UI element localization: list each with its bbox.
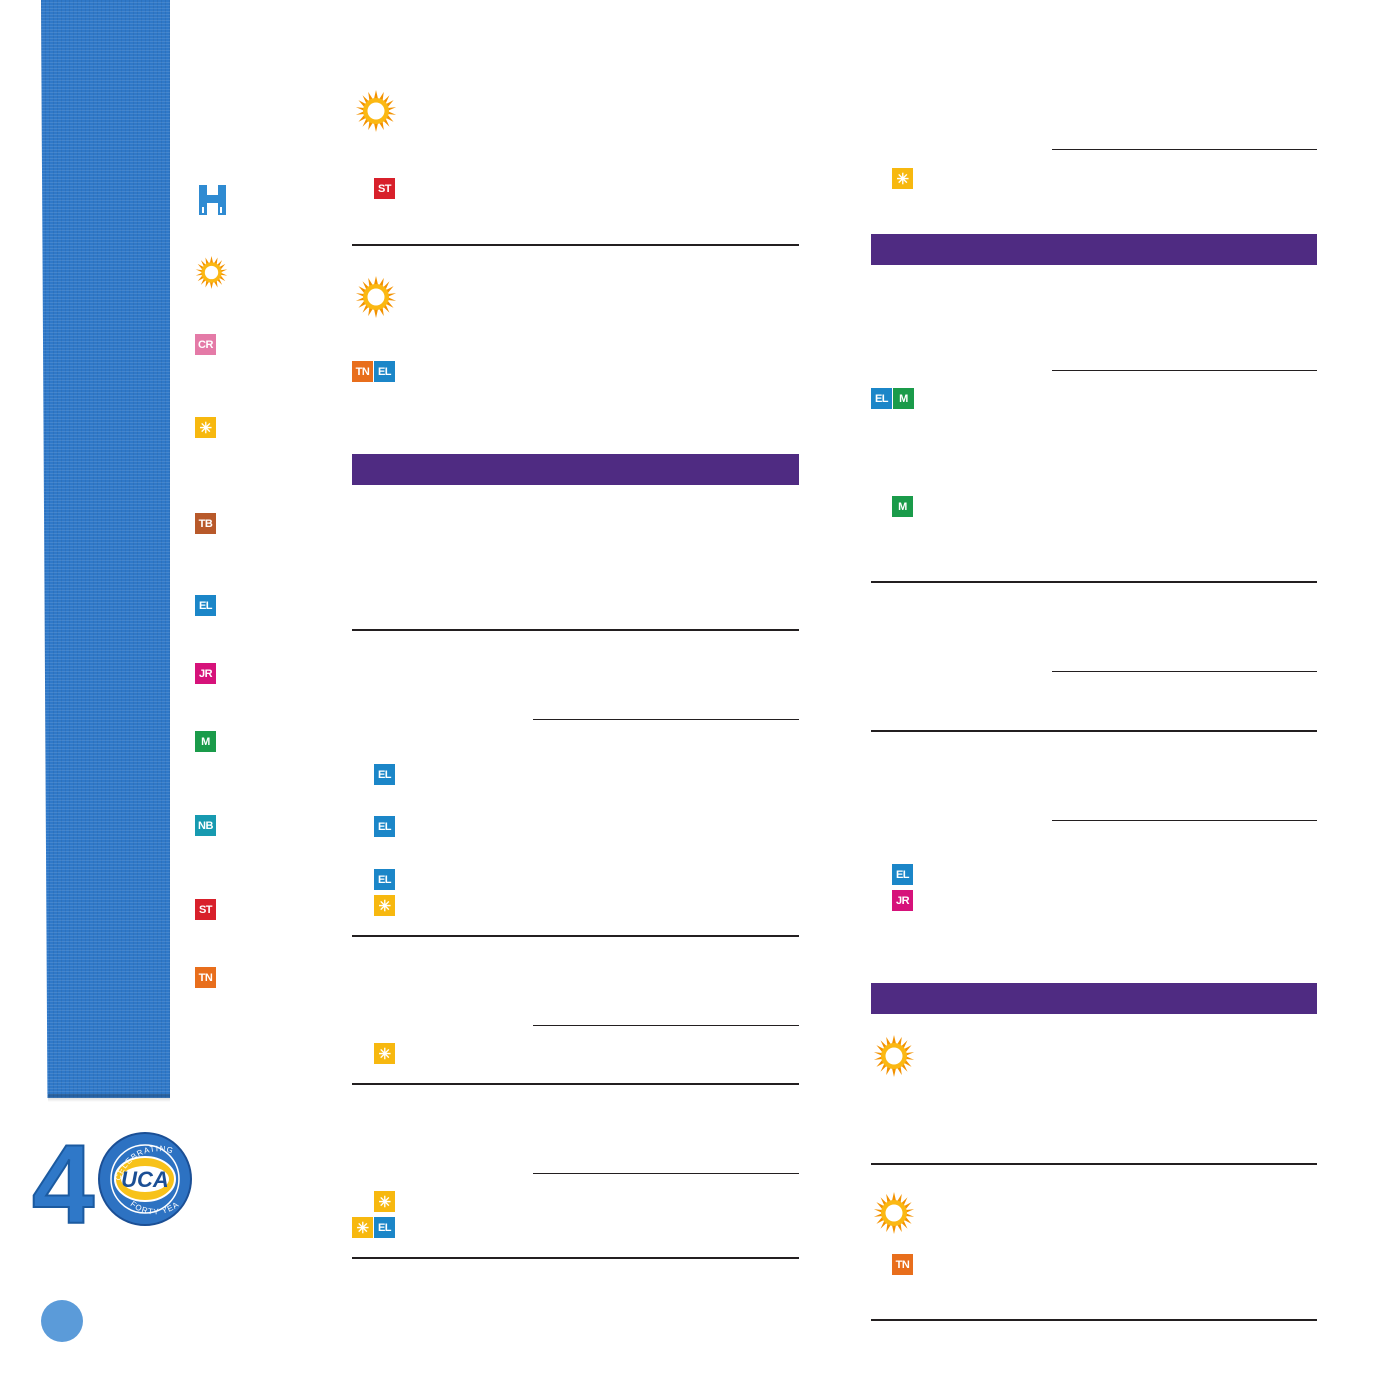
logo-four: 4 — [32, 1125, 94, 1230]
hotel-h-icon — [199, 185, 226, 215]
divider-rule — [352, 629, 799, 631]
uca-40-years-logo: 4 UCA CELEBRATING FORTY YEARS — [29, 1118, 192, 1248]
badge-star-icon: ✳ — [374, 1191, 395, 1212]
badge-el: EL — [374, 361, 395, 382]
sun-icon — [873, 1035, 915, 1077]
divider-rule — [352, 244, 799, 246]
badge-star-icon: ✳ — [374, 895, 395, 916]
badge-jr: JR — [892, 890, 913, 911]
badge-star-icon: ✳ — [892, 168, 913, 189]
sun-icon — [355, 90, 397, 132]
badge-el: EL — [374, 816, 395, 837]
badge-el: EL — [871, 388, 892, 409]
badge-el: EL — [374, 764, 395, 785]
divider-rule — [871, 581, 1317, 583]
badge-tn: TN — [892, 1254, 913, 1275]
divider-rule — [352, 935, 799, 937]
badge-st: ST — [195, 899, 216, 920]
badge-el: EL — [374, 1217, 395, 1238]
divider-rule — [871, 1319, 1317, 1321]
badge-cr: CR — [195, 334, 216, 355]
page-number-dot — [41, 1300, 83, 1342]
section-header-bar — [871, 234, 1317, 265]
sun-icon — [873, 1192, 915, 1234]
divider-rule-short — [1052, 149, 1317, 150]
divider-rule — [352, 1083, 799, 1085]
badge-star-icon: ✳ — [195, 417, 216, 438]
divider-rule-short — [1052, 370, 1317, 371]
divider-rule-short — [533, 719, 799, 720]
badge-tb: TB — [195, 513, 216, 534]
badge-el: EL — [374, 869, 395, 890]
section-header-bar — [352, 454, 799, 485]
badge-m: M — [195, 731, 216, 752]
badge-star-icon: ✳ — [352, 1217, 373, 1238]
badge-el: EL — [892, 864, 913, 885]
divider-rule-short — [1052, 671, 1317, 672]
badge-jr: JR — [195, 663, 216, 684]
badge-nb: NB — [195, 815, 216, 836]
divider-rule-short — [533, 1173, 799, 1174]
logo-uca: UCA — [121, 1167, 169, 1192]
badge-tn: TN — [352, 361, 373, 382]
sun-icon — [195, 256, 228, 289]
divider-rule — [871, 730, 1317, 732]
badge-star-icon: ✳ — [374, 1043, 395, 1064]
badge-el: EL — [195, 595, 216, 616]
divider-rule-short — [1052, 820, 1317, 821]
decorative-ribbon — [41, 0, 170, 1098]
ribbon-shadow — [48, 1094, 170, 1102]
divider-rule — [871, 1163, 1317, 1165]
section-header-bar — [871, 983, 1317, 1014]
badge-tn: TN — [195, 967, 216, 988]
divider-rule — [352, 1257, 799, 1259]
badge-st: ST — [374, 178, 395, 199]
badge-m: M — [892, 496, 913, 517]
sun-icon — [355, 276, 397, 318]
divider-rule-short — [533, 1025, 799, 1026]
badge-m: M — [893, 388, 914, 409]
